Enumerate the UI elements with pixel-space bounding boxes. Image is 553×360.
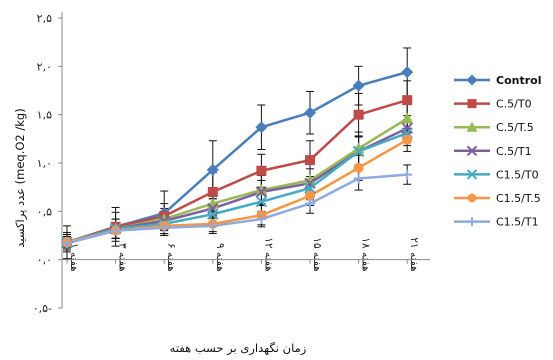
marker-x [304,177,316,190]
legend-item: Control [454,74,541,87]
legend-item: C.5/T.5 [454,121,534,134]
marker-x [466,169,478,180]
marker-square [256,165,267,176]
legend-label: C.5/T0 [496,98,532,111]
marker-square [467,99,477,109]
legend-item: C.5/T1 [454,145,532,158]
marker-plus [256,214,267,225]
x-tick-label: هفته ۶ [165,243,177,272]
legend-label: C1.5/T1 [496,216,539,229]
marker-square [207,187,218,197]
marker-x-stroke [466,145,478,157]
marker-x-stroke [304,182,316,194]
marker-x [401,122,413,134]
series-line [66,173,408,245]
legend-label: C.5/T.5 [496,121,534,134]
series-lines [66,70,408,245]
axes [61,12,430,308]
y-tick-label: ۰,۵ [37,205,52,218]
legend-label: C.5/T1 [496,145,532,158]
legend-item: C1.5/T1 [454,216,539,229]
series-line [66,131,408,244]
x-axis-ticks: هفته ۱ هفته ۳ هفته ۶ هفته ۹ هفته ۱۲ هفته ۱۵ هف… [66,237,420,272]
x-tick-label: هفته ۱۵ [311,237,323,271]
legend-item: C1.5/T.5 [454,192,541,205]
y-tick-label: ۲,۰ [37,60,52,73]
legend-label: Control [496,74,541,87]
y-axis-ticks: ۰,۵- ۰,۰ ۰,۵ ۱,۰ ۱,۵ ۲,۰ ۲,۵ [33,12,62,315]
series-line [66,98,408,244]
marker-triangle [466,121,478,132]
marker-circle [402,134,413,145]
legend-item: C1.5/T0 [454,168,539,181]
marker-triangle [304,174,316,186]
marker-triangle [401,112,414,124]
marker-diamond [352,79,365,92]
marker-square [353,109,364,120]
marker-x [255,186,268,198]
marker-diamond [255,121,268,134]
y-tick-label: ۱,۰ [37,157,52,170]
x-axis-label: زمان نگهداری بر حسب هفته [170,341,307,356]
marker-plus [159,222,170,233]
marker-x-stroke [401,122,413,134]
marker-circle [353,162,364,173]
marker-x [304,182,316,194]
y-tick-label: ۱,۵ [37,109,52,122]
marker-square [305,155,315,166]
marker-x [255,195,268,208]
x-tick-label: هفته ۹ [214,243,226,272]
marker-plus [402,169,413,180]
x-tick-label: هفته ۱۸ [360,237,372,271]
y-tick-label: ۰,۰ [37,254,52,267]
marker-plus [305,198,315,209]
y-tick-label: ۰,۵- [33,302,52,315]
marker-diamond [401,66,414,79]
x-tick-label: هفته ۳ [117,243,129,272]
series-markers [61,66,414,249]
marker-x [207,208,219,220]
marker-x-stroke [466,169,478,180]
y-tick-label: ۲,۵ [37,12,52,25]
x-tick-label: هفته ۱۲ [262,237,274,271]
marker-plus [207,220,218,231]
marker-plus [467,217,477,227]
legend-label: C1.5/T.5 [496,192,541,205]
x-tick-label: هفته ۲۱ [408,237,420,271]
marker-plus [353,173,364,184]
marker-triangle [255,184,268,196]
marker-x-stroke [255,195,268,208]
marker-x [466,145,478,157]
legend-item: C.5/T0 [454,98,532,111]
marker-triangle [352,142,365,154]
marker-x-stroke [304,177,316,190]
marker-circle [467,193,477,203]
marker-x [352,145,365,158]
legend: Control C.5/T0 C.5/T.5 C.5/T1 C1.5/T0 C1.5/T.… [454,74,541,229]
marker-x-stroke [255,186,268,198]
marker-diamond [304,106,316,119]
x-tick-label: هفته ۱ [68,243,80,272]
series-line [66,70,408,244]
marker-diamond [466,74,478,86]
y-axis-label: عدد پراکسید (meq.O2 /kg) [13,108,28,247]
marker-square [402,95,413,106]
marker-plus [110,225,121,236]
marker-circle [305,190,315,201]
marker-x-stroke [207,208,219,220]
marker-x-stroke [352,145,365,158]
legend-label: C1.5/T0 [496,168,539,181]
marker-diamond [206,163,219,176]
marker-plus [62,238,72,249]
